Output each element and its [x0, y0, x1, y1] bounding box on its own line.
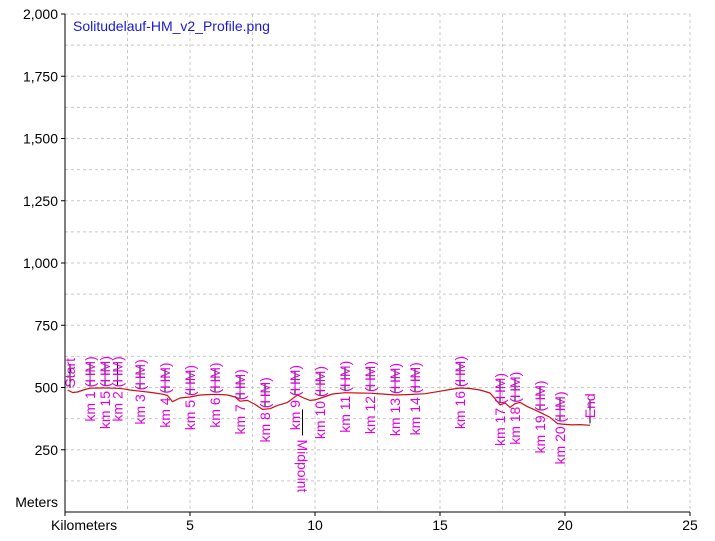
marker: km 9 (HM)	[287, 365, 303, 430]
marker: km 7 (HM)	[232, 369, 248, 434]
marker-label: km 18 (HM)	[507, 372, 523, 445]
x-tick-label: 5	[186, 517, 194, 533]
x-tick-label: 15	[432, 517, 448, 533]
marker: km 5 (HM)	[182, 365, 198, 430]
marker: km 2 (HM)	[110, 356, 126, 421]
marker: km 19 (HM)	[532, 380, 548, 453]
marker-label: km 1 (HM)	[82, 356, 98, 421]
y-tick-label: 1,500	[23, 131, 58, 147]
grid	[65, 13, 691, 512]
marker-label: km 16 (HM)	[452, 356, 468, 429]
marker: End	[582, 393, 598, 424]
marker-label: End	[582, 393, 598, 418]
marker-label: km 11 (HM)	[337, 361, 353, 433]
marker: km 14 (HM)	[407, 362, 423, 435]
y-tick-label: 1,250	[23, 193, 58, 209]
marker-label: km 9 (HM)	[287, 365, 303, 430]
marker: km 20 (HM)	[552, 391, 568, 464]
marker-label: km 2 (HM)	[110, 356, 126, 421]
markers: Start km 1 (HM) km 15 (HM)km 2 (HM) km 3 (H…	[62, 356, 598, 492]
marker: km 12 (HM)	[362, 361, 378, 434]
marker-label: km 20 (HM)	[552, 391, 568, 464]
marker: km 17 (HM)	[492, 373, 508, 446]
x-axis-title: Kilometers	[51, 517, 117, 533]
marker-label: km 5 (HM)	[182, 365, 198, 430]
x-tick-label: 10	[307, 517, 323, 533]
marker: km 13 (HM)	[387, 363, 403, 436]
y-tick-label: 500	[35, 380, 59, 396]
marker-label: km 4 (HM)	[157, 362, 173, 427]
marker-label: km 14 (HM)	[407, 362, 423, 435]
marker-label: km 10 (HM)	[312, 366, 328, 439]
marker: km 1 (HM)	[82, 356, 98, 421]
x-tick-label: 20	[557, 517, 573, 533]
marker-label: km 13 (HM)	[387, 363, 403, 436]
y-tick-label: 250	[35, 442, 59, 458]
marker-label: km 3 (HM)	[132, 359, 148, 424]
marker: km 3 (HM)	[132, 359, 148, 424]
marker: Midpoint	[295, 409, 311, 492]
y-tick-label: 1,750	[23, 68, 58, 84]
marker-label: km 12 (HM)	[362, 361, 378, 434]
marker: km 8 (HM)	[257, 377, 273, 442]
marker: km 10 (HM)	[312, 366, 328, 439]
marker: km 15 (HM)	[97, 356, 113, 429]
elevation-line	[67, 387, 591, 426]
marker: km 4 (HM)	[157, 362, 173, 427]
y-tick-label: 2,000	[23, 6, 58, 22]
marker: km 6 (HM)	[207, 362, 223, 427]
marker-label: km 15 (HM)	[97, 356, 113, 429]
marker-label: km 7 (HM)	[232, 369, 248, 434]
elevation-series	[67, 387, 591, 426]
x-tick-label: 25	[682, 517, 698, 533]
marker: Start	[62, 358, 78, 388]
x-tick-labels: 5 10 15 20 25	[64, 512, 698, 533]
marker-label: km 8 (HM)	[257, 377, 273, 442]
marker-label: km 19 (HM)	[532, 380, 548, 453]
y-tick-label: 1,000	[23, 255, 58, 271]
y-tick-labels: 250 500 750 1,000 1,250 1,500 1,750 2,000	[23, 6, 65, 458]
y-axis-title: Meters	[15, 494, 58, 510]
marker-label: km 17 (HM)	[492, 373, 508, 446]
marker: km 16 (HM)	[452, 356, 468, 429]
marker-label: Start	[62, 358, 78, 388]
marker-label: km 6 (HM)	[207, 362, 223, 427]
marker-label: Midpoint	[295, 439, 311, 492]
marker: km 18 (HM)	[507, 372, 523, 445]
y-tick-label: 750	[35, 317, 59, 333]
marker: km 11 (HM)	[337, 361, 353, 433]
chart-title: Solitudelauf-HM_v2_Profile.png	[73, 18, 270, 34]
